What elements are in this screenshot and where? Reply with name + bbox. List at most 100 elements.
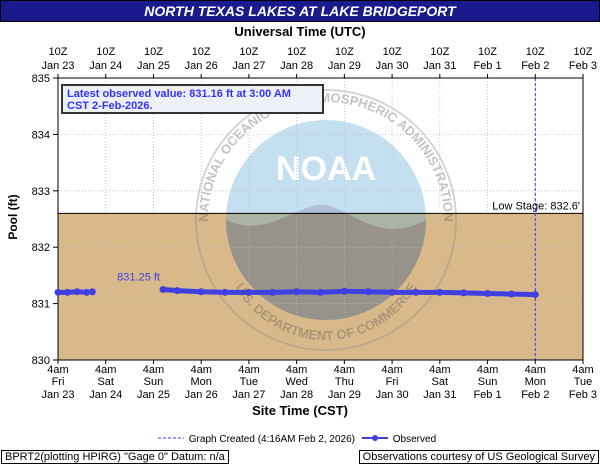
- y-tick-label: 831: [32, 299, 50, 311]
- y-tick-label: 832: [32, 242, 50, 254]
- bottom-tick-time: 4am: [477, 364, 498, 376]
- top-tick-time: 10Z: [478, 46, 497, 58]
- observed-point: [73, 288, 81, 296]
- bottom-tick-time: 4am: [429, 364, 450, 376]
- latest-observed-box: Latest observed value: 831.16 ft at 3:00…: [61, 84, 324, 114]
- footer-credit: Observations courtesy of US Geological S…: [358, 450, 599, 464]
- bottom-tick-date: Jan 27: [232, 389, 265, 401]
- observed-point: [460, 289, 468, 297]
- bottom-tick-date: Jan 28: [280, 389, 313, 401]
- y-tick-label: 830: [32, 355, 50, 367]
- observed-annotation: 831.25 ft: [117, 272, 160, 284]
- observed-point: [173, 287, 181, 295]
- observed-point: [269, 288, 277, 296]
- low-stage-label: Low Stage: 832.6': [492, 200, 580, 212]
- top-tick-date: Feb 2: [521, 60, 549, 72]
- bottom-tick-weekday: Mon: [525, 376, 546, 388]
- bottom-tick-weekday: Sun: [478, 376, 498, 388]
- observed-point: [388, 288, 396, 296]
- observed-point: [64, 288, 72, 296]
- bottom-tick-time: 4am: [47, 364, 68, 376]
- top-tick-time: 10Z: [526, 46, 545, 58]
- observed-point: [317, 288, 324, 296]
- observed-point: [197, 288, 205, 296]
- bottom-tick-date: Jan 23: [41, 389, 74, 401]
- top-tick-time: 10Z: [287, 46, 306, 58]
- footer: BPRT2(plotting HPIRG) "Gage 0" Datum: n/…: [0, 449, 600, 465]
- y-tick-label: 834: [32, 129, 50, 141]
- bottom-tick-weekday: Sat: [432, 376, 449, 388]
- observed-point: [340, 287, 348, 295]
- observed-point: [484, 289, 492, 297]
- bottom-tick-date: Feb 3: [569, 389, 597, 401]
- bottom-tick-time: 4am: [95, 364, 116, 376]
- top-tick-date: Feb 1: [473, 60, 501, 72]
- top-tick-time: 10Z: [430, 46, 449, 58]
- y-tick-label: 833: [32, 186, 50, 198]
- bottom-tick-weekday: Tue: [574, 376, 593, 388]
- observed-point: [221, 288, 229, 296]
- bottom-tick-date: Jan 24: [89, 389, 122, 401]
- noaa-circle: [226, 120, 426, 320]
- bottom-tick-date: Jan 29: [328, 389, 361, 401]
- observed-point: [159, 286, 167, 293]
- bottom-tick-weekday: Sat: [97, 376, 114, 388]
- observed-point: [293, 288, 301, 296]
- bottom-tick-date: Jan 26: [185, 389, 218, 401]
- legend-observed-label: Observed: [392, 434, 437, 445]
- bottom-tick-time: 4am: [572, 364, 593, 376]
- bottom-tick-weekday: Fri: [52, 376, 65, 388]
- observed-point: [436, 288, 444, 296]
- top-tick-date: Jan 23: [41, 60, 74, 72]
- top-tick-date: Jan 26: [185, 60, 218, 72]
- latest-line-1: Latest observed value: 831.16 ft at 3:00…: [67, 88, 291, 100]
- top-tick-date: Jan 25: [137, 60, 170, 72]
- bottom-tick-weekday: Thu: [335, 376, 354, 388]
- top-tick-date: Jan 31: [423, 60, 456, 72]
- top-tick-time: 10Z: [49, 46, 68, 58]
- footer-datum: BPRT2(plotting HPIRG) "Gage 0" Datum: n/…: [1, 450, 229, 464]
- observed-point: [54, 288, 62, 296]
- bottom-tick-date: Jan 31: [423, 389, 456, 401]
- top-tick-time: 10Z: [239, 46, 258, 58]
- top-tick-time: 10Z: [335, 46, 354, 58]
- top-tick-date: Feb 3: [569, 60, 597, 72]
- observed-point: [364, 288, 372, 296]
- bottom-tick-date: Jan 30: [376, 389, 409, 401]
- legend-observed: Observed: [362, 434, 436, 445]
- top-tick-time: 10Z: [574, 46, 593, 58]
- bottom-tick-weekday: Sun: [144, 376, 164, 388]
- top-axis-title: Universal Time (UTC): [234, 24, 366, 39]
- bottom-tick-weekday: Wed: [285, 376, 307, 388]
- legend-created-label: Graph Created (4:16AM Feb 2, 2026): [188, 434, 355, 445]
- observed-line-icon: [362, 435, 388, 441]
- low-stage-fill: [58, 213, 583, 360]
- observed-point: [245, 288, 253, 296]
- legend-graph-created: Graph Created (4:16AM Feb 2, 2026): [158, 434, 355, 445]
- bottom-tick-weekday: Tue: [240, 376, 259, 388]
- bottom-axis-title: Site Time (CST): [252, 403, 348, 418]
- bottom-tick-weekday: Fri: [386, 376, 399, 388]
- top-tick-time: 10Z: [192, 46, 211, 58]
- bottom-tick-date: Feb 1: [473, 389, 501, 401]
- bottom-tick-time: 4am: [525, 364, 546, 376]
- bottom-tick-date: Feb 2: [521, 389, 549, 401]
- bottom-tick-weekday: Mon: [190, 376, 211, 388]
- top-tick-date: Jan 24: [89, 60, 122, 72]
- observed-point: [88, 288, 96, 296]
- top-tick-date: Jan 29: [328, 60, 361, 72]
- y-tick-label: 835: [32, 73, 50, 85]
- top-tick-time: 10Z: [96, 46, 115, 58]
- observed-point: [531, 291, 539, 299]
- noaa-logo-text: NOAA: [276, 150, 376, 188]
- bottom-tick-time: 4am: [190, 364, 211, 376]
- bottom-tick-time: 4am: [381, 364, 402, 376]
- bottom-tick-time: 4am: [334, 364, 355, 376]
- bottom-tick-time: 4am: [286, 364, 307, 376]
- top-tick-date: Jan 28: [280, 60, 313, 72]
- top-tick-date: Jan 27: [232, 60, 265, 72]
- plot-border: [57, 77, 584, 361]
- top-tick-time: 10Z: [383, 46, 402, 58]
- top-tick-date: Jan 30: [376, 60, 409, 72]
